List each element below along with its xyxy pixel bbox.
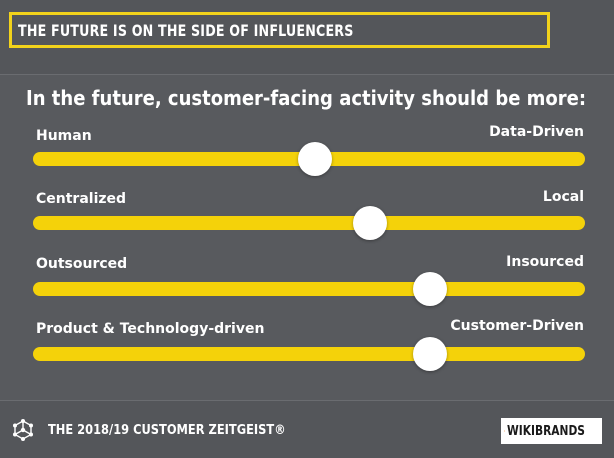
title-box: THE FUTURE IS ON THE SIDE OF INFLUENCERS	[9, 12, 550, 48]
slider-left-label: Outsourced	[36, 256, 127, 272]
slider-right-label: Data-Driven	[489, 124, 584, 140]
page-title: THE FUTURE IS ON THE SIDE OF INFLUENCERS	[18, 21, 354, 40]
wikibrands-logo: WIKIBRANDS	[501, 418, 602, 444]
slider-right-label: Insourced	[506, 254, 584, 270]
slider-left-label: Centralized	[36, 191, 126, 207]
network-cube-icon	[12, 419, 34, 441]
slider-knob[interactable]	[413, 337, 447, 371]
header-band: THE FUTURE IS ON THE SIDE OF INFLUENCERS	[0, 0, 614, 75]
slider-knob[interactable]	[298, 142, 332, 176]
slider-track[interactable]	[33, 282, 585, 296]
question-text: In the future, customer-facing activity …	[26, 86, 586, 110]
footer: THE 2018/19 CUSTOMER ZEITGEIST® WIKIBRAN…	[0, 400, 614, 458]
slider-knob[interactable]	[413, 272, 447, 306]
puzzle-icon	[504, 421, 505, 441]
brand-name: WIKIBRANDS	[507, 424, 585, 439]
footer-caption: THE 2018/19 CUSTOMER ZEITGEIST®	[48, 423, 286, 438]
slider-right-label: Customer-Driven	[450, 318, 584, 334]
slider-right-label: Local	[543, 189, 584, 205]
slider-left-label: Product & Technology-driven	[36, 321, 264, 337]
slider-track[interactable]	[33, 216, 585, 230]
slider-track[interactable]	[33, 152, 585, 166]
slider-left-label: Human	[36, 128, 92, 144]
slider-track[interactable]	[33, 347, 585, 361]
slider-knob[interactable]	[353, 206, 387, 240]
